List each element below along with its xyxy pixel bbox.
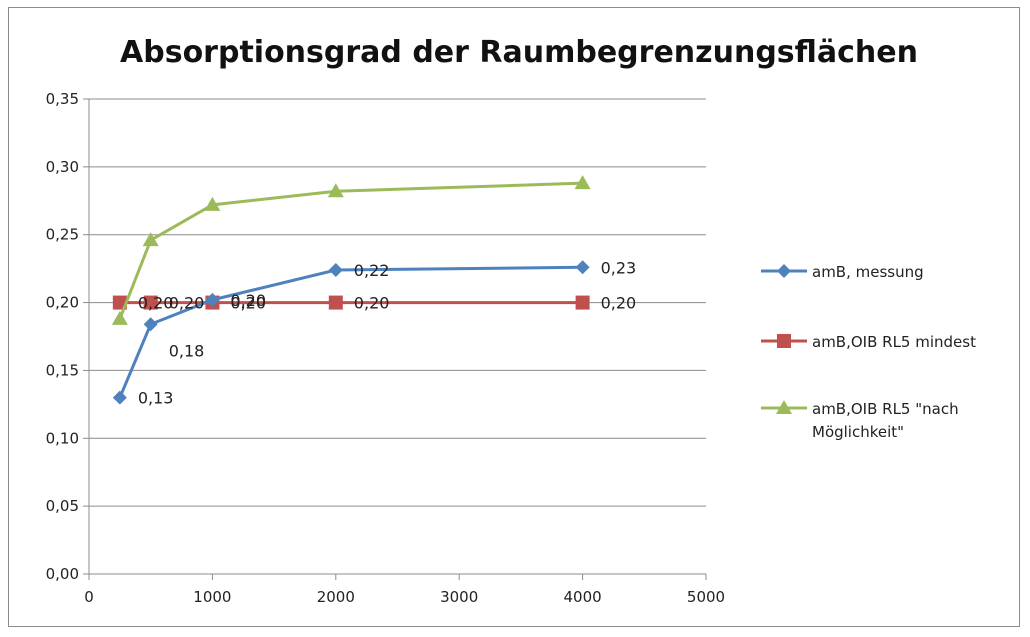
data-label: 0,20 <box>138 294 174 313</box>
legend: amB, messung amB,OIB RL5 mindest amB,OIB R… <box>761 263 976 441</box>
data-point <box>112 390 127 405</box>
plot-area <box>111 175 591 405</box>
y-tick-label: 0,10 <box>46 429 79 447</box>
y-tick-label: 0,20 <box>46 294 79 312</box>
x-tick-label: 4000 <box>564 588 602 606</box>
data-point <box>574 175 591 190</box>
data-label: 0,13 <box>138 389 174 408</box>
data-label: 0,18 <box>169 341 205 360</box>
data-point <box>142 232 159 247</box>
legend-label: Möglichkeit" <box>812 423 904 441</box>
data-labels: 0,130,180,200,22 0,230,200,20 0,20 0,20 0,20 <box>138 258 636 407</box>
legend-label: amB,OIB RL5 "nach <box>812 400 959 418</box>
x-tick-label: 3000 <box>440 588 478 606</box>
chart-frame: Absorptionsgrad der Raumbegrenzungsfläch… <box>8 7 1020 627</box>
data-point <box>575 260 590 275</box>
axes: 0,00 0,05 0,10 0,15 0,20 0,25 0,30 0,35 0 1000 200… <box>46 90 726 606</box>
data-point <box>205 292 220 307</box>
y-tick-label: 0,05 <box>46 497 79 515</box>
legend-marker <box>777 334 791 348</box>
legend-marker <box>777 264 791 278</box>
data-label: 0,20 <box>354 294 390 313</box>
data-label: 0,22 <box>354 261 390 280</box>
y-tick-label: 0,00 <box>46 565 79 583</box>
data-point <box>327 183 344 198</box>
legend-label: amB,OIB RL5 mindest <box>812 333 976 351</box>
data-label: 0,20 <box>230 294 266 313</box>
data-point <box>328 263 343 277</box>
y-tick-label: 0,35 <box>46 90 79 108</box>
data-point <box>143 295 158 310</box>
data-point <box>143 317 158 332</box>
data-point <box>328 295 343 310</box>
data-label: 0,23 <box>601 258 637 277</box>
x-tick-label: 2000 <box>317 588 355 606</box>
chart-title: Absorptionsgrad der Raumbegrenzungsfläch… <box>120 35 918 70</box>
y-tick-label: 0,15 <box>46 361 79 379</box>
data-point <box>204 196 221 211</box>
data-point <box>575 295 590 310</box>
x-tick-label: 0 <box>84 588 94 606</box>
x-tick-label: 5000 <box>687 588 725 606</box>
x-tick-label: 1000 <box>193 588 231 606</box>
series-line-0 <box>118 265 583 399</box>
legend-marker <box>776 400 792 414</box>
y-tick-label: 0,25 <box>46 226 79 244</box>
y-tick-label: 0,30 <box>46 158 79 176</box>
data-label: 0,20 <box>601 294 637 313</box>
chart-svg: Absorptionsgrad der Raumbegrenzungsfläch… <box>46 35 976 606</box>
data-label: 0,20 <box>169 294 205 313</box>
data-point <box>111 310 128 325</box>
data-label: 0,20 <box>230 291 266 310</box>
legend-label: amB, messung <box>812 263 924 281</box>
